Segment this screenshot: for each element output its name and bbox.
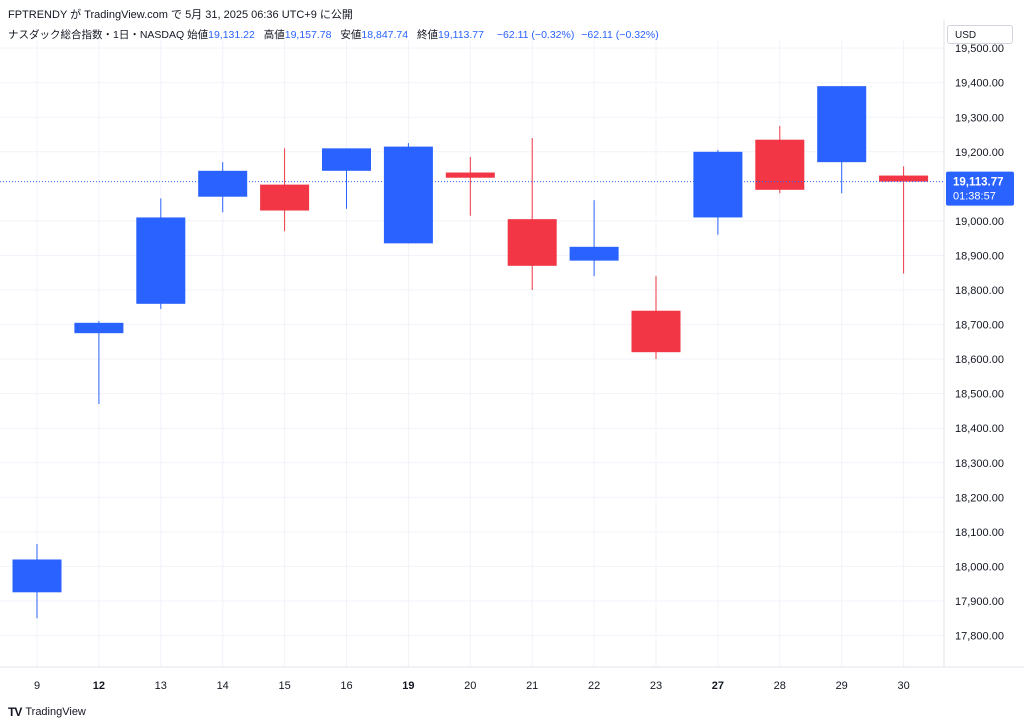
time-tick-label: 15 (278, 680, 290, 692)
candle-body[interactable] (445, 172, 495, 178)
time-tick-label: 22 (588, 680, 600, 692)
ohlc-legend: ナスダック総合指数・1日・NASDAQ 始値19,131.22 高値19,157… (8, 27, 659, 42)
high-label: 高値 (263, 29, 285, 41)
close-label: 終値 (417, 29, 439, 41)
candle-body[interactable] (74, 322, 124, 334)
open-value: 19,131.22 (208, 29, 255, 41)
candle-body[interactable] (693, 151, 743, 218)
price-tick-label: 18,700.00 (955, 320, 1004, 332)
high-value: 19,157.78 (284, 29, 332, 41)
open-label: 始値 (187, 29, 209, 41)
time-tick-label: 29 (836, 680, 848, 692)
price-tick-label: 18,200.00 (955, 492, 1004, 504)
current-price-tag (946, 171, 1014, 206)
price-tick-label: 18,400.00 (955, 423, 1004, 435)
time-tick-label: 9 (34, 680, 40, 692)
time-tick-label: 30 (897, 680, 909, 692)
candle-body[interactable] (260, 184, 310, 211)
close-value: 19,113.77 (438, 29, 484, 41)
time-axis: 9 12 13 14 15 16 19 20 21 22 23 27 28 29 30 (34, 680, 910, 692)
time-tick-label: 23 (650, 680, 662, 692)
time-tick-label: 16 (340, 680, 352, 692)
candle-body[interactable] (631, 310, 681, 353)
current-price-marker: 19,113.77 01:38:57 (0, 171, 1014, 206)
candle-body[interactable] (198, 170, 248, 197)
time-tick-label: 21 (526, 680, 538, 692)
price-tick-label: 19,400.00 (955, 78, 1004, 90)
candle-body[interactable] (12, 559, 62, 593)
price-tick-label: 19,000.00 (955, 216, 1004, 228)
time-tick-label: 12 (93, 680, 105, 692)
candles (12, 86, 929, 619)
symbol-label[interactable]: ナスダック総合指数・1日・NASDAQ (8, 29, 185, 41)
currency-button[interactable]: USD (947, 25, 1013, 44)
current-price-label: 19,113.77 (953, 177, 1004, 189)
candle-body[interactable] (322, 148, 371, 171)
tradingview-mark-icon: TV (8, 705, 22, 719)
price-tick-label: 17,800.00 (955, 631, 1004, 643)
time-tick-label: 20 (464, 680, 476, 692)
candle-body[interactable] (136, 217, 186, 304)
time-tick-label: 19 (402, 680, 414, 692)
candle-body[interactable] (383, 146, 433, 244)
price-tick-label: 17,900.00 (955, 596, 1004, 608)
time-tick-label: 13 (155, 680, 167, 692)
tradingview-logo[interactable]: TV TradingView (8, 705, 86, 719)
time-tick-label: 28 (774, 680, 786, 692)
price-tick-label: 18,000.00 (955, 561, 1004, 573)
grid-lines (0, 40, 944, 667)
candle-body[interactable] (569, 246, 619, 261)
price-tick-label: 19,200.00 (955, 147, 1004, 159)
candle-body[interactable] (755, 139, 805, 190)
low-value: 18,847.74 (361, 29, 409, 41)
tradingview-brand: TradingView (25, 706, 86, 718)
candle-body[interactable] (879, 175, 929, 182)
change-value: −62.11 (−0.32%) (496, 29, 575, 41)
candle-body[interactable] (507, 219, 557, 266)
price-axis: 17,800.00 17,900.00 18,000.00 18,100.00 18,2… (955, 43, 1004, 642)
price-tick-label: 18,100.00 (955, 527, 1004, 539)
bar-countdown-label: 01:38:57 (953, 191, 996, 203)
change-value-secondary: −62.11 (−0.32%) (581, 29, 659, 41)
low-label: 安値 (340, 29, 362, 41)
time-tick-label: 27 (712, 680, 724, 692)
price-tick-label: 18,300.00 (955, 458, 1004, 470)
time-tick-label: 14 (217, 680, 229, 692)
published-info: FPTRENDY が TradingView.com で 5月 31, 2025… (8, 9, 353, 21)
price-tick-label: 18,900.00 (955, 250, 1004, 262)
price-tick-label: 18,800.00 (955, 285, 1004, 297)
price-tick-label: 19,300.00 (955, 112, 1004, 124)
candle-body[interactable] (817, 86, 867, 163)
price-tick-label: 19,500.00 (955, 43, 1004, 55)
price-tick-label: 18,500.00 (955, 389, 1004, 401)
price-tick-label: 18,600.00 (955, 354, 1004, 366)
